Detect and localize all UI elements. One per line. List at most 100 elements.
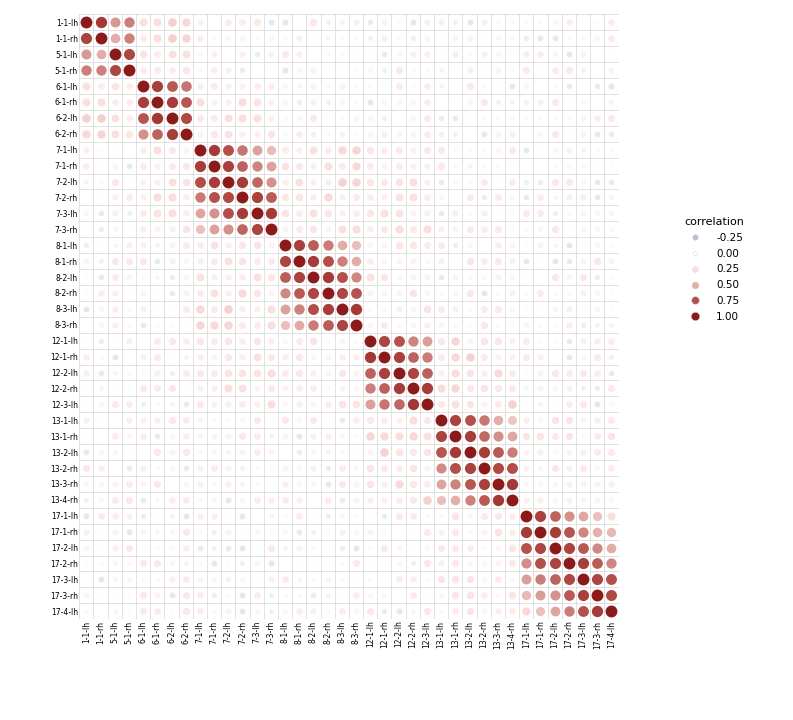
Point xyxy=(137,223,150,235)
Point xyxy=(109,271,121,283)
Point xyxy=(80,478,93,490)
Point xyxy=(193,446,206,458)
Point xyxy=(165,590,178,601)
Point xyxy=(605,510,618,521)
Point xyxy=(534,431,547,442)
Point xyxy=(407,96,419,108)
Point xyxy=(251,319,263,330)
Point xyxy=(222,478,235,490)
Point xyxy=(179,510,192,521)
Point xyxy=(179,128,192,140)
Point xyxy=(179,32,192,44)
Point xyxy=(222,271,235,283)
Point xyxy=(307,144,320,156)
Point xyxy=(435,223,447,235)
Point xyxy=(293,574,305,585)
Point xyxy=(193,431,206,442)
Point xyxy=(463,64,476,76)
Point xyxy=(293,366,305,378)
Point xyxy=(534,80,547,91)
Point xyxy=(420,271,433,283)
Point xyxy=(350,223,362,235)
Point xyxy=(208,256,220,267)
Point xyxy=(534,335,547,346)
Point xyxy=(236,64,249,76)
Point xyxy=(236,207,249,219)
Point xyxy=(251,431,263,442)
Point xyxy=(151,17,163,28)
Point xyxy=(534,256,547,267)
Point xyxy=(109,494,121,505)
Point xyxy=(420,351,433,362)
Point xyxy=(208,335,220,346)
Point xyxy=(591,574,603,585)
Point xyxy=(222,223,235,235)
Point xyxy=(109,382,121,394)
Point xyxy=(335,574,348,585)
Point xyxy=(435,96,447,108)
Point xyxy=(449,17,462,28)
Point xyxy=(350,431,362,442)
Point xyxy=(407,303,419,315)
Point xyxy=(151,32,163,44)
Point xyxy=(364,606,377,617)
Point xyxy=(251,366,263,378)
Point xyxy=(591,462,603,474)
Point xyxy=(435,207,447,219)
Point xyxy=(605,80,618,91)
Point xyxy=(449,48,462,60)
Point xyxy=(137,526,150,537)
Point xyxy=(534,606,547,617)
Point xyxy=(534,303,547,315)
Point xyxy=(463,48,476,60)
Point xyxy=(562,128,575,140)
Point xyxy=(463,526,476,537)
Point xyxy=(520,287,533,299)
Point xyxy=(94,415,107,426)
Point xyxy=(393,319,405,330)
Point xyxy=(193,176,206,187)
Point xyxy=(123,240,136,251)
Point xyxy=(477,478,490,490)
Point xyxy=(236,526,249,537)
Point xyxy=(407,144,419,156)
Point xyxy=(520,240,533,251)
Point xyxy=(350,382,362,394)
Point xyxy=(605,96,618,108)
Point xyxy=(265,176,278,187)
Point xyxy=(577,366,589,378)
Point xyxy=(520,542,533,554)
Point xyxy=(80,223,93,235)
Point xyxy=(393,64,405,76)
Point xyxy=(179,192,192,203)
Point xyxy=(222,207,235,219)
Point xyxy=(236,415,249,426)
Point xyxy=(577,256,589,267)
Point xyxy=(151,351,163,362)
Point xyxy=(179,382,192,394)
Point xyxy=(208,192,220,203)
Point xyxy=(137,207,150,219)
Point xyxy=(307,431,320,442)
Point xyxy=(179,17,192,28)
Point xyxy=(109,207,121,219)
Point xyxy=(278,17,291,28)
Point xyxy=(534,366,547,378)
Point xyxy=(265,192,278,203)
Point xyxy=(94,510,107,521)
Point xyxy=(577,240,589,251)
Point xyxy=(109,366,121,378)
Point xyxy=(534,64,547,76)
Point xyxy=(278,590,291,601)
Point xyxy=(265,96,278,108)
Point xyxy=(378,271,391,283)
Point xyxy=(208,319,220,330)
Point xyxy=(449,558,462,570)
Point xyxy=(335,32,348,44)
Point xyxy=(80,176,93,187)
Point xyxy=(137,558,150,570)
Point xyxy=(265,590,278,601)
Point xyxy=(477,510,490,521)
Point xyxy=(534,96,547,108)
Point xyxy=(393,431,405,442)
